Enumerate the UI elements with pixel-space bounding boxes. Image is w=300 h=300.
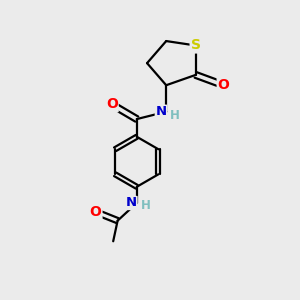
Text: S: S <box>190 38 201 52</box>
Text: N: N <box>155 105 167 118</box>
Text: H: H <box>169 109 179 122</box>
Text: O: O <box>218 78 230 92</box>
Text: O: O <box>106 98 118 111</box>
Text: N: N <box>126 196 137 209</box>
Text: H: H <box>141 200 151 212</box>
Text: O: O <box>90 205 101 219</box>
